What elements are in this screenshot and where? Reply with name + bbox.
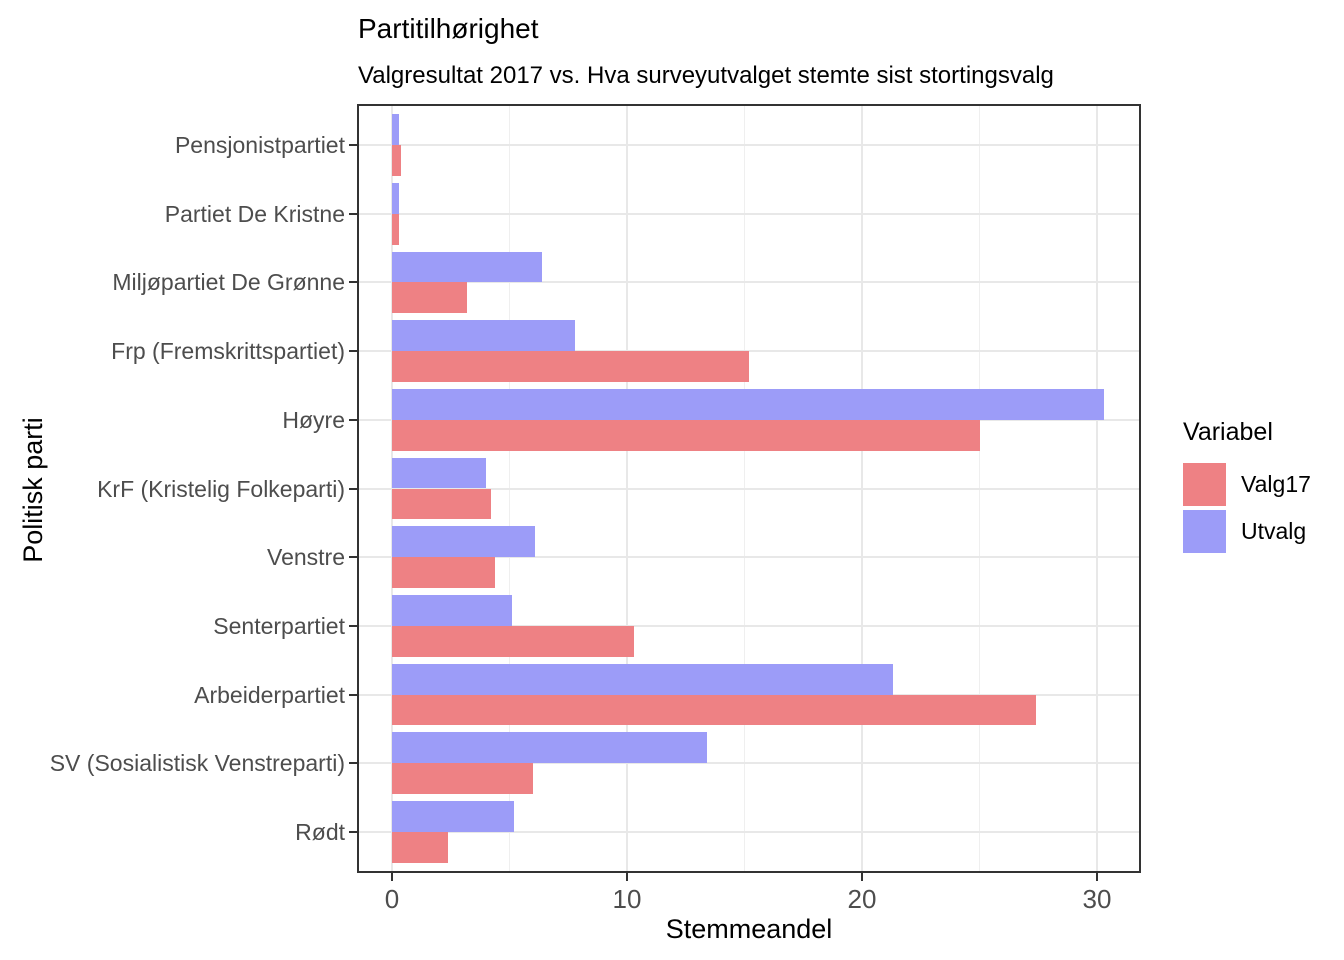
y-tick-mark <box>349 693 357 696</box>
y-tick-label: Venstre <box>267 544 345 571</box>
y-tick-mark <box>349 556 357 559</box>
x-tick-label: 30 <box>1082 884 1112 914</box>
y-tick-label: Arbeiderpartiet <box>194 681 345 708</box>
bar-valg17 <box>392 213 400 245</box>
bar-utvalg <box>392 388 1105 420</box>
bar-valg17 <box>392 625 635 657</box>
legend-label-utvalg: Utvalg <box>1241 518 1307 544</box>
x-tick-label: 20 <box>847 884 877 914</box>
x-axis-title: Stemmeandel <box>665 914 833 944</box>
bar-utvalg <box>392 595 512 626</box>
y-tick-mark <box>349 624 357 627</box>
legend-swatch-valg17 <box>1183 463 1226 506</box>
x-tick-mark <box>1096 873 1098 881</box>
category-gridline <box>357 762 1141 765</box>
bar-valg17 <box>392 694 1036 726</box>
x-tick-mark <box>626 873 628 881</box>
bar-utvalg <box>392 801 515 832</box>
chart-title: Partitilhørighet <box>358 13 539 44</box>
y-tick-label: Rødt <box>295 819 345 845</box>
category-gridline <box>357 556 1141 559</box>
bar-valg17 <box>392 763 533 795</box>
bar-utvalg <box>392 251 543 283</box>
y-tick-label: Pensjonistpartiet <box>174 132 345 158</box>
category-gridline <box>357 144 1141 146</box>
plot-panel <box>357 104 1141 873</box>
y-tick-label: Partiet De Kristne <box>164 200 345 227</box>
bar-utvalg <box>392 732 707 764</box>
bar-valg17 <box>392 419 980 451</box>
legend-label-valg17: Valg17 <box>1241 471 1311 497</box>
bar-utvalg <box>392 182 400 214</box>
bar-utvalg <box>392 114 400 145</box>
bar-valg17 <box>392 351 750 382</box>
legend-item-valg17: Valg17 <box>1183 463 1344 506</box>
legend-swatch-utvalg <box>1183 510 1226 553</box>
bar-valg17 <box>392 145 402 176</box>
y-tick-label: Frp (Fremskrittspartiet) <box>111 338 345 365</box>
legend: Variabel Valg17 Utvalg <box>1183 418 1344 557</box>
x-tick-mark <box>391 873 393 881</box>
chart-subtitle: Valgresultat 2017 vs. Hva surveyutvalget… <box>358 62 1054 89</box>
bar-valg17 <box>392 557 496 589</box>
y-tick-label: Miljøpartiet De Grønne <box>112 269 345 296</box>
y-tick-mark <box>349 762 357 765</box>
legend-item-utvalg: Utvalg <box>1183 510 1344 553</box>
category-gridline <box>357 281 1141 284</box>
y-tick-mark <box>349 418 357 421</box>
x-tick-label: 10 <box>612 884 642 914</box>
legend-title: Variabel <box>1183 418 1273 446</box>
y-tick-label: Senterpartiet <box>213 612 345 639</box>
y-tick-mark <box>349 281 357 284</box>
y-tick-mark <box>349 831 357 833</box>
bar-utvalg <box>392 663 893 695</box>
y-tick-mark <box>349 144 357 146</box>
bar-valg17 <box>392 488 491 520</box>
bar-valg17 <box>392 282 468 314</box>
category-gridline <box>357 212 1141 215</box>
y-tick-label: SV (Sosialistisk Venstreparti) <box>49 750 345 777</box>
bar-utvalg <box>392 320 576 352</box>
category-gridline <box>357 487 1141 490</box>
y-tick-label: Høyre <box>282 406 345 433</box>
y-tick-label: KrF (Kristelig Folkeparti) <box>97 475 345 502</box>
y-tick-mark <box>349 487 357 490</box>
category-gridline <box>357 624 1141 627</box>
bar-utvalg <box>392 457 486 489</box>
bar-valg17 <box>392 832 449 863</box>
x-tick-label: 0 <box>384 884 400 914</box>
x-tick-mark <box>861 873 863 881</box>
y-tick-mark <box>349 212 357 215</box>
bar-utvalg <box>392 526 536 558</box>
category-gridline <box>357 831 1141 833</box>
y-tick-mark <box>349 350 357 353</box>
